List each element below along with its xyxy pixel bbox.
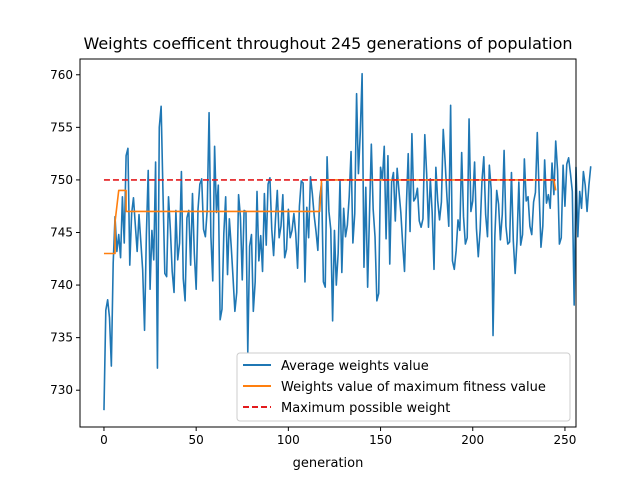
x-tick-label: 0 xyxy=(100,433,108,447)
legend-label-max-possible: Maximum possible weight xyxy=(281,401,450,416)
y-tick-label: 745 xyxy=(50,225,73,239)
y-tick-label: 760 xyxy=(50,68,73,82)
y-tick-label: 740 xyxy=(50,278,73,292)
y-tick-label: 750 xyxy=(50,173,73,187)
plot-frame xyxy=(79,58,577,428)
x-tick-label: 150 xyxy=(369,433,392,447)
legend-box xyxy=(236,352,571,422)
legend-label-average: Average weights value xyxy=(281,359,429,374)
plot-area xyxy=(103,72,592,411)
y-tick-label: 735 xyxy=(50,331,73,345)
y-axis: 730 735 740 745 750 755 760 xyxy=(50,68,80,397)
y-tick-label: 755 xyxy=(50,120,73,134)
legend-label-max-fitness: Weights value of maximum fitness value xyxy=(281,380,546,395)
series-average-weights-line xyxy=(103,72,592,411)
chart-title: Weights coefficent throughout 245 genera… xyxy=(83,34,572,53)
x-axis-label: generation xyxy=(293,456,364,471)
x-tick-label: 100 xyxy=(277,433,300,447)
y-tick-label: 730 xyxy=(50,383,73,397)
x-tick-label: 250 xyxy=(553,433,576,447)
x-tick-label: 50 xyxy=(189,433,204,447)
x-axis: 0 50 100 150 200 250 xyxy=(100,427,576,447)
legend: Average weights value Weights value of m… xyxy=(236,352,571,422)
x-tick-label: 200 xyxy=(461,433,484,447)
